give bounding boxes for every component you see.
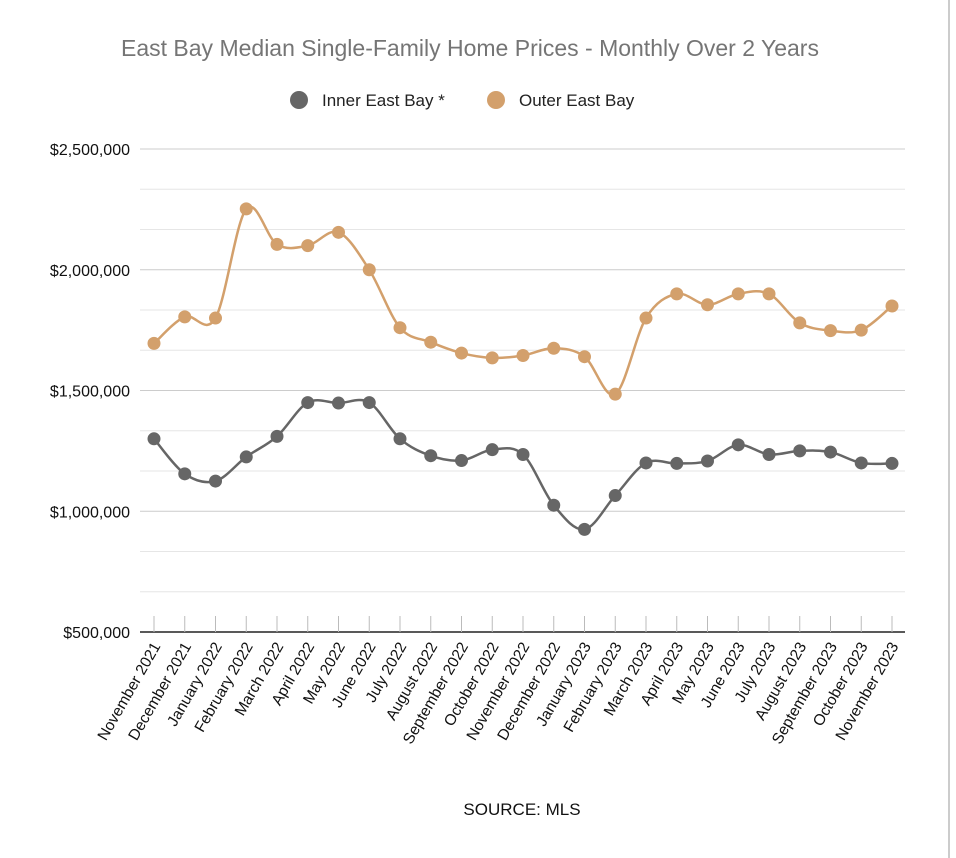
data-point-outer xyxy=(362,263,376,277)
data-point-outer xyxy=(547,341,561,355)
data-point-outer xyxy=(270,237,284,251)
data-point-inner xyxy=(578,522,591,536)
y-tick-label: $1,500,000 xyxy=(50,384,130,401)
series-line-inner xyxy=(153,398,893,531)
legend-label-outer: Outer East Bay xyxy=(519,91,635,110)
data-point-inner xyxy=(731,438,745,452)
data-point-inner xyxy=(209,474,222,488)
series-line-outer xyxy=(153,205,893,396)
legend-marker-outer xyxy=(487,91,505,109)
y-tick-label: $2,000,000 xyxy=(50,263,130,280)
data-point-inner xyxy=(424,449,438,463)
data-point-inner xyxy=(793,444,807,458)
data-point-inner xyxy=(762,447,776,461)
data-point-inner xyxy=(639,456,653,470)
data-point-outer xyxy=(854,323,868,337)
series-group xyxy=(147,202,899,536)
data-point-outer xyxy=(485,351,499,365)
data-point-inner xyxy=(547,498,561,512)
data-point-inner xyxy=(824,445,837,459)
legend-label-inner: Inner East Bay * xyxy=(322,91,445,110)
data-point-outer xyxy=(639,311,653,325)
data-point-outer xyxy=(332,225,345,239)
data-point-inner xyxy=(885,456,899,470)
data-point-outer xyxy=(147,336,161,350)
data-point-outer xyxy=(209,311,222,325)
data-point-inner xyxy=(854,456,868,470)
y-axis: $2,500,000 $2,000,000 $1,500,000 $1,000,000… xyxy=(50,142,130,642)
data-point-inner xyxy=(147,432,161,446)
legend-marker-inner xyxy=(290,91,308,109)
data-point-inner xyxy=(393,432,407,446)
data-point-outer xyxy=(239,202,253,216)
data-point-inner xyxy=(608,489,622,503)
data-point-inner xyxy=(516,447,530,461)
data-point-outer xyxy=(793,316,807,330)
y-tick-label: $500,000 xyxy=(63,625,130,642)
data-point-outer xyxy=(393,321,407,335)
data-point-outer xyxy=(516,348,530,362)
data-point-outer xyxy=(178,310,192,324)
y-tick-label: $1,000,000 xyxy=(50,504,130,521)
data-point-outer xyxy=(731,287,745,301)
data-point-inner xyxy=(455,454,468,468)
chart-title: East Bay Median Single-Family Home Price… xyxy=(121,35,819,61)
y-tick-label: $2,500,000 xyxy=(50,142,130,159)
data-point-outer xyxy=(701,298,714,312)
data-point-inner xyxy=(362,396,376,410)
data-point-outer xyxy=(578,350,591,364)
data-point-inner xyxy=(301,396,315,410)
data-point-inner xyxy=(239,450,253,464)
data-point-inner xyxy=(485,443,499,457)
data-point-inner xyxy=(270,429,284,443)
data-point-outer xyxy=(885,299,899,313)
data-point-inner xyxy=(670,456,684,470)
source-note: SOURCE: MLS xyxy=(463,800,580,819)
data-point-outer xyxy=(424,335,438,349)
data-point-inner xyxy=(178,467,192,481)
data-point-outer xyxy=(608,387,622,401)
data-point-outer xyxy=(301,239,315,253)
data-point-outer xyxy=(824,324,837,338)
data-point-inner xyxy=(701,454,714,468)
legend: Inner East Bay * Outer East Bay xyxy=(290,91,635,110)
data-point-outer xyxy=(762,287,776,301)
data-point-inner xyxy=(332,396,345,410)
gridlines xyxy=(140,148,905,593)
data-point-outer xyxy=(455,346,468,360)
data-point-outer xyxy=(670,287,684,301)
